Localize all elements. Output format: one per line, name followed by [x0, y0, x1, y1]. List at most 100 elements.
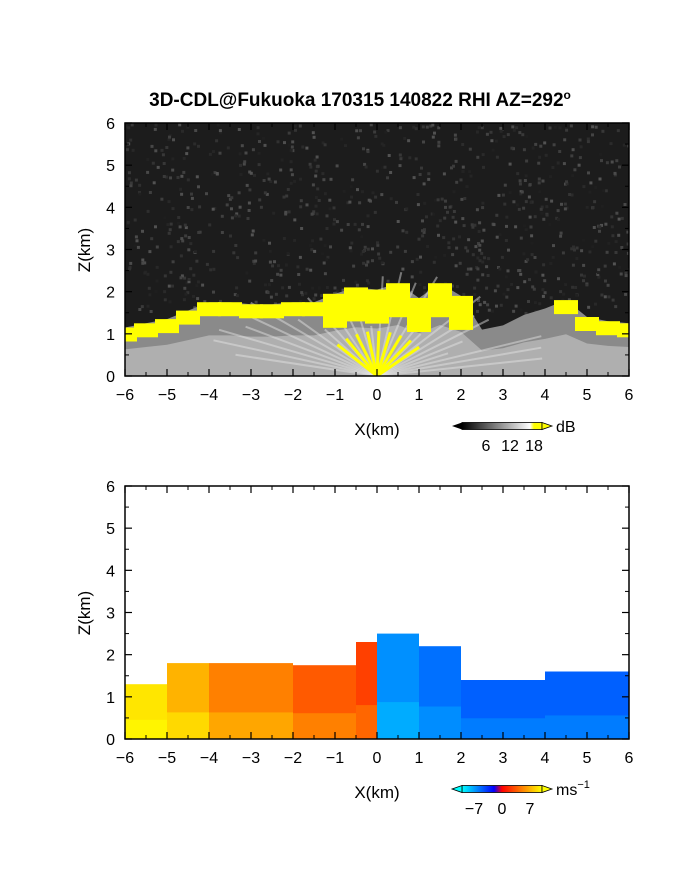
noise-pixel	[556, 161, 560, 165]
noise-pixel	[180, 237, 184, 241]
noise-pixel	[423, 201, 427, 205]
noise-pixel	[138, 192, 142, 196]
noise-pixel	[603, 264, 607, 268]
noise-pixel	[141, 261, 145, 265]
noise-pixel	[169, 176, 172, 180]
noise-pixel	[215, 139, 219, 143]
noise-pixel	[162, 162, 166, 165]
noise-pixel	[596, 271, 600, 275]
noise-pixel	[425, 215, 428, 219]
noise-pixel	[568, 193, 572, 196]
noise-pixel	[355, 283, 359, 287]
x-tick-label: −5	[158, 387, 176, 404]
noise-pixel	[271, 264, 274, 268]
noise-pixel	[284, 210, 288, 214]
noise-pixel	[263, 191, 267, 195]
noise-pixel	[325, 227, 329, 230]
noise-pixel	[511, 125, 515, 129]
noise-pixel	[366, 247, 370, 251]
noise-pixel	[256, 126, 260, 130]
y-tick-label: 0	[106, 732, 115, 749]
noise-pixel	[419, 270, 423, 274]
noise-pixel	[518, 269, 522, 272]
noise-pixel	[155, 279, 159, 283]
noise-pixel	[247, 201, 251, 205]
saturated-patch	[554, 300, 578, 315]
noise-pixel	[538, 190, 542, 194]
noise-pixel	[279, 273, 283, 277]
noise-pixel	[461, 143, 465, 146]
noise-pixel	[362, 261, 366, 265]
noise-pixel	[179, 276, 183, 280]
noise-pixel	[179, 187, 183, 191]
noise-pixel	[470, 223, 474, 227]
noise-pixel	[363, 162, 367, 166]
noise-pixel	[549, 175, 552, 179]
noise-pixel	[311, 131, 315, 135]
noise-pixel	[549, 296, 553, 300]
noise-pixel	[540, 205, 544, 209]
saturated-patch	[281, 302, 305, 317]
noise-pixel	[226, 146, 230, 150]
noise-pixel	[386, 129, 390, 133]
noise-pixel	[518, 182, 522, 186]
noise-pixel	[154, 149, 158, 153]
noise-pixel	[422, 182, 426, 186]
noise-pixel	[519, 192, 523, 196]
noise-pixel	[431, 123, 435, 127]
noise-pixel	[491, 148, 495, 152]
noise-pixel	[186, 146, 190, 150]
noise-pixel	[447, 241, 451, 245]
noise-pixel	[500, 255, 504, 259]
noise-pixel	[134, 235, 138, 239]
noise-pixel	[130, 123, 134, 127]
noise-pixel	[522, 252, 526, 256]
noise-pixel	[544, 153, 548, 157]
noise-pixel	[481, 273, 485, 277]
noise-pixel	[266, 291, 270, 294]
noise-pixel	[314, 174, 318, 178]
noise-pixel	[569, 124, 573, 128]
noise-pixel	[524, 200, 528, 204]
noise-pixel	[499, 126, 503, 130]
noise-pixel	[367, 198, 371, 202]
noise-pixel	[600, 204, 604, 208]
noise-pixel	[184, 226, 188, 230]
noise-pixel	[348, 246, 352, 250]
noise-pixel	[342, 278, 345, 282]
x-tick-label: 0	[373, 387, 382, 404]
saturated-patch	[596, 321, 620, 336]
noise-pixel	[594, 186, 598, 189]
noise-pixel	[387, 154, 391, 157]
noise-pixel	[462, 224, 466, 228]
noise-pixel	[597, 268, 601, 272]
noise-pixel	[453, 133, 457, 137]
noise-pixel	[293, 218, 297, 222]
noise-pixel	[480, 239, 484, 243]
noise-pixel	[366, 150, 370, 154]
noise-pixel	[218, 129, 222, 133]
noise-pixel	[436, 198, 440, 202]
noise-pixel	[208, 223, 212, 227]
noise-pixel	[600, 223, 603, 227]
noise-pixel	[591, 206, 595, 209]
noise-pixel	[190, 196, 194, 200]
noise-pixel	[164, 175, 168, 179]
figure-title: 3D-CDL@Fukuoka 170315 140822 RHI AZ=292o	[149, 88, 571, 111]
x-tick-label: 1	[415, 387, 424, 404]
noise-pixel	[609, 142, 613, 146]
noise-pixel	[617, 217, 621, 221]
noise-pixel	[570, 154, 574, 158]
noise-pixel	[235, 286, 239, 290]
noise-pixel	[315, 212, 319, 216]
noise-pixel	[555, 216, 559, 220]
noise-pixel	[396, 220, 400, 223]
noise-pixel	[293, 124, 297, 128]
noise-pixel	[610, 160, 614, 164]
noise-pixel	[180, 274, 184, 278]
noise-pixel	[309, 165, 313, 169]
noise-pixel	[534, 142, 538, 146]
noise-pixel	[483, 300, 487, 304]
noise-pixel	[320, 294, 324, 298]
noise-pixel	[351, 178, 355, 182]
